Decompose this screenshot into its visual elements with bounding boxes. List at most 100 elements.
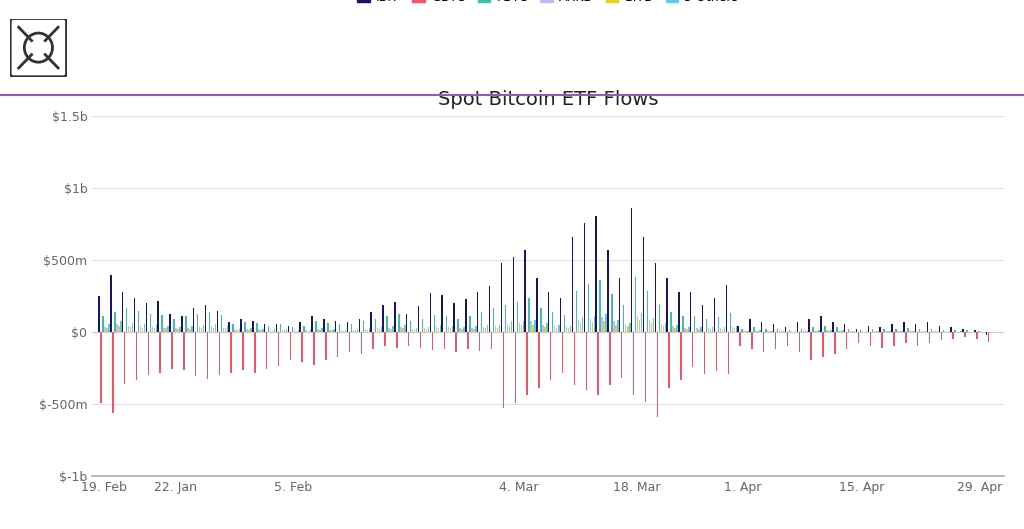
Bar: [605, 314, 607, 332]
Bar: [441, 295, 443, 332]
Bar: [777, 330, 778, 332]
Bar: [552, 312, 553, 332]
Bar: [633, 332, 634, 395]
Bar: [278, 332, 280, 366]
Bar: [487, 325, 488, 332]
Bar: [124, 332, 125, 384]
Bar: [846, 332, 847, 349]
Bar: [814, 331, 816, 332]
Bar: [309, 330, 311, 332]
Title: Spot Bitcoin ETF Flows: Spot Bitcoin ETF Flows: [437, 90, 658, 110]
Bar: [578, 320, 580, 332]
Bar: [907, 328, 908, 332]
Bar: [207, 332, 208, 379]
Bar: [239, 329, 240, 332]
Bar: [720, 328, 721, 332]
Bar: [400, 327, 401, 332]
Bar: [490, 332, 493, 349]
Bar: [601, 317, 603, 332]
Bar: [692, 332, 693, 367]
Bar: [568, 329, 569, 332]
Bar: [532, 325, 534, 332]
Bar: [98, 296, 99, 332]
Bar: [752, 332, 753, 349]
Bar: [286, 329, 288, 332]
Bar: [311, 316, 312, 332]
Bar: [396, 332, 397, 348]
Bar: [143, 324, 145, 332]
Bar: [424, 328, 425, 332]
Bar: [296, 331, 297, 332]
Bar: [481, 312, 482, 332]
Bar: [335, 321, 337, 332]
Bar: [890, 331, 891, 332]
Bar: [505, 305, 506, 332]
Bar: [643, 237, 644, 332]
Bar: [126, 308, 127, 332]
Bar: [905, 332, 906, 343]
Bar: [571, 237, 573, 332]
Bar: [609, 332, 610, 385]
Bar: [584, 223, 585, 332]
Bar: [217, 311, 218, 332]
Bar: [275, 324, 278, 332]
Bar: [759, 330, 761, 332]
Bar: [688, 327, 690, 332]
Bar: [914, 324, 916, 332]
Bar: [895, 329, 897, 332]
Bar: [349, 332, 350, 352]
Bar: [497, 327, 499, 332]
Bar: [607, 250, 608, 332]
Bar: [522, 321, 524, 332]
Bar: [948, 331, 950, 332]
Bar: [353, 330, 354, 332]
Bar: [756, 331, 757, 332]
Bar: [621, 332, 623, 378]
Bar: [660, 324, 662, 332]
Bar: [511, 321, 512, 332]
Bar: [351, 324, 352, 332]
Bar: [856, 329, 857, 332]
Bar: [595, 216, 597, 332]
Bar: [807, 331, 808, 332]
Bar: [211, 326, 212, 332]
Bar: [637, 316, 638, 332]
Bar: [520, 325, 522, 332]
Bar: [698, 329, 699, 332]
Bar: [886, 331, 887, 332]
Bar: [783, 331, 784, 332]
Bar: [162, 315, 163, 332]
Bar: [331, 330, 333, 332]
Bar: [884, 330, 885, 332]
Bar: [488, 286, 490, 332]
Bar: [745, 331, 746, 332]
Bar: [801, 329, 802, 332]
Bar: [357, 329, 358, 332]
Bar: [573, 332, 575, 385]
Bar: [386, 316, 388, 332]
Bar: [171, 332, 173, 369]
Bar: [179, 327, 181, 332]
Bar: [830, 330, 831, 332]
Bar: [141, 327, 143, 332]
Bar: [319, 330, 321, 332]
Bar: [650, 323, 652, 332]
Bar: [673, 326, 674, 332]
Bar: [911, 331, 912, 332]
Bar: [963, 329, 964, 332]
Bar: [432, 332, 433, 350]
Bar: [280, 324, 282, 332]
Bar: [526, 332, 527, 395]
Bar: [560, 298, 561, 332]
Bar: [761, 322, 763, 332]
Bar: [667, 278, 668, 332]
Bar: [854, 331, 855, 332]
Bar: [931, 329, 932, 332]
Bar: [102, 316, 103, 332]
Bar: [290, 332, 291, 360]
Bar: [215, 324, 216, 332]
Bar: [307, 331, 309, 332]
Bar: [758, 331, 759, 332]
Bar: [254, 332, 256, 373]
Bar: [669, 332, 670, 388]
